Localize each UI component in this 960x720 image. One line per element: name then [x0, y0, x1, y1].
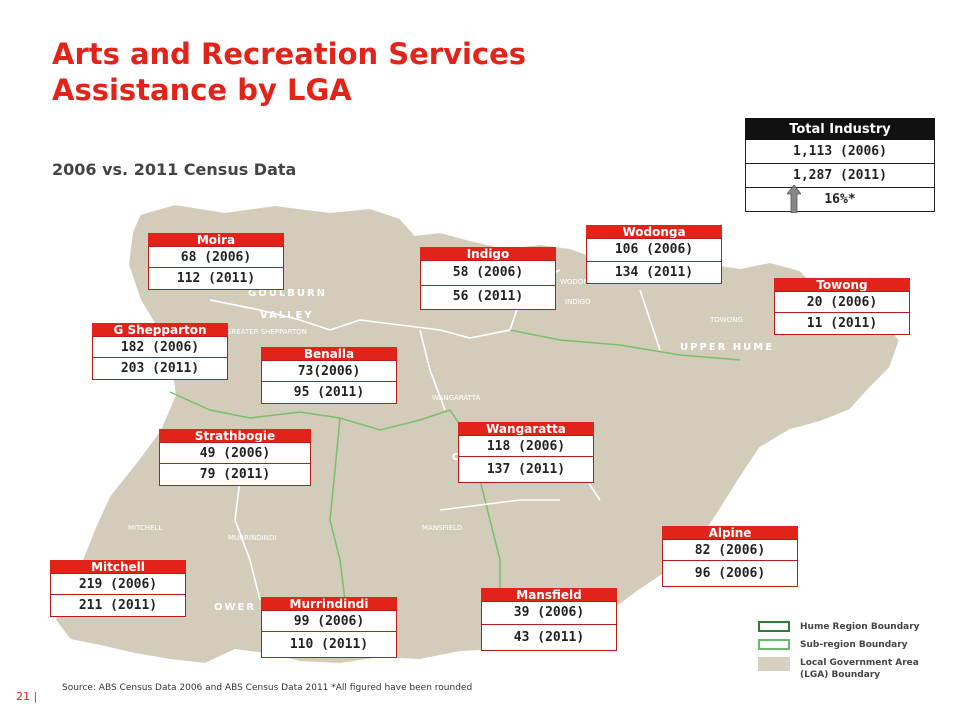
- lga-value-2006: 219 (2006): [50, 573, 186, 595]
- map-label-upper-hume: UPPER HUME: [680, 342, 774, 353]
- map-label-lower-hume: OWER HUME: [214, 602, 303, 613]
- source-note: Source: ABS Census Data 2006 and ABS Cen…: [62, 683, 473, 693]
- lga-card-benalla: Benalla 73(2006) 95 (2011): [261, 347, 397, 404]
- lga-value-2006: 68 (2006): [148, 246, 284, 268]
- title-line-2: Assistance by LGA: [52, 73, 352, 107]
- map-label-mitchell: MITCHELL: [128, 524, 162, 532]
- total-industry-card: Total Industry 1,113 (2006) 1,287 (2011)…: [745, 118, 935, 212]
- total-industry-header: Total Industry: [745, 118, 935, 140]
- hume-boundary-swatch: [758, 621, 790, 632]
- map-label-wodonga: WODONGA: [560, 278, 599, 286]
- lga-card-g-shepparton: G Shepparton 182 (2006) 203 (2011): [92, 323, 228, 380]
- title-line-1: Arts and Recreation Services: [52, 37, 527, 71]
- lga-boundary-swatch: [758, 657, 790, 671]
- lga-name-wangaratta: Wangaratta: [458, 422, 594, 435]
- lga-value-2006: 182 (2006): [92, 336, 228, 358]
- lga-value-2011: 203 (2011): [92, 358, 228, 380]
- map-label-greater-shepparton: GREATER SHEPPARTON: [226, 328, 307, 336]
- lga-name-mansfield: Mansfield: [481, 588, 617, 601]
- map-label-murrindindi: MURRINDINDI: [228, 534, 276, 542]
- legend-item-subregion: Sub-region Boundary: [758, 639, 958, 653]
- legend-item-lga: Local Government Area (LGA) Boundary: [758, 657, 958, 683]
- lga-name-alpine: Alpine: [662, 526, 798, 539]
- total-industry-row-2011: 1,287 (2011): [745, 164, 935, 188]
- lga-value-2011: 96 (2006): [662, 561, 798, 587]
- lga-value-2006: 118 (2006): [458, 435, 594, 457]
- lga-card-indigo: Indigo 58 (2006) 56 (2011): [420, 247, 556, 310]
- lga-name-benalla: Benalla: [261, 347, 397, 360]
- lga-value-2006: 39 (2006): [481, 601, 617, 625]
- lga-value-2011: 211 (2011): [50, 595, 186, 617]
- lga-value-2011: 56 (2011): [420, 286, 556, 310]
- lga-card-wodonga: Wodonga 106 (2006) 134 (2011): [586, 225, 722, 284]
- lga-card-moira: Moira 68 (2006) 112 (2011): [148, 233, 284, 290]
- legend-label-subregion: Sub-region Boundary: [800, 640, 908, 650]
- lga-name-mitchell: Mitchell: [50, 560, 186, 573]
- lga-value-2006: 73(2006): [261, 360, 397, 382]
- lga-name-towong: Towong: [774, 278, 910, 291]
- lga-card-wangaratta: Wangaratta 118 (2006) 137 (2011): [458, 422, 594, 483]
- lga-card-murrindindi: Murrindindi 99 (2006) 110 (2011): [261, 597, 397, 658]
- lga-value-2006: 106 (2006): [586, 238, 722, 262]
- up-arrow-icon: [787, 185, 801, 213]
- legend-label-lga-line2: (LGA) Boundary: [800, 670, 881, 680]
- lga-name-g-shepparton: G Shepparton: [92, 323, 228, 336]
- lga-value-2011: 79 (2011): [159, 464, 311, 486]
- lga-value-2011: 11 (2011): [774, 313, 910, 335]
- total-industry-row-change: 16%*: [745, 188, 935, 212]
- lga-card-mitchell: Mitchell 219 (2006) 211 (2011): [50, 560, 186, 617]
- map-label-indigo: INDIGO: [565, 298, 591, 306]
- lga-value-2006: 20 (2006): [774, 291, 910, 313]
- subtitle: 2006 vs. 2011 Census Data: [52, 160, 297, 179]
- map-label-wangaratta: WANGARATTA: [432, 394, 480, 402]
- lga-name-moira: Moira: [148, 233, 284, 246]
- lga-value-2011: 134 (2011): [586, 262, 722, 284]
- legend-item-hume: Hume Region Boundary: [758, 621, 958, 635]
- lga-value-2006: 49 (2006): [159, 442, 311, 464]
- map-label-towong: TOWONG: [709, 316, 743, 324]
- lga-value-2011: 112 (2011): [148, 268, 284, 290]
- lga-value-2006: 58 (2006): [420, 260, 556, 286]
- map-label-mansfield: MANSFIELD: [422, 524, 462, 532]
- legend-label-hume: Hume Region Boundary: [800, 622, 920, 632]
- lga-value-2011: 110 (2011): [261, 632, 397, 658]
- map-label-valley: VALLEY: [260, 310, 314, 321]
- page-title: Arts and Recreation Services Assistance …: [52, 36, 526, 108]
- lga-value-2011: 137 (2011): [458, 457, 594, 483]
- lga-card-strathbogie: Strathbogie 49 (2006) 79 (2011): [159, 429, 311, 486]
- legend-label-lga-line1: Local Government Area: [800, 658, 919, 668]
- page-number: 21 |: [16, 690, 38, 703]
- lga-card-alpine: Alpine 82 (2006) 96 (2006): [662, 526, 798, 587]
- lga-name-indigo: Indigo: [420, 247, 556, 260]
- lga-value-2006: 82 (2006): [662, 539, 798, 561]
- map-label-goulburn: GOULBURN: [248, 288, 327, 299]
- lga-card-mansfield: Mansfield 39 (2006) 43 (2011): [481, 588, 617, 651]
- total-industry-row-2006: 1,113 (2006): [745, 140, 935, 164]
- lga-name-murrindindi: Murrindindi: [261, 597, 397, 610]
- lga-value-2006: 99 (2006): [261, 610, 397, 632]
- subregion-boundary-swatch: [758, 639, 790, 650]
- lga-value-2011: 43 (2011): [481, 625, 617, 651]
- lga-value-2011: 95 (2011): [261, 382, 397, 404]
- lga-name-strathbogie: Strathbogie: [159, 429, 311, 442]
- lga-card-towong: Towong 20 (2006) 11 (2011): [774, 278, 910, 335]
- lga-name-wodonga: Wodonga: [586, 225, 722, 238]
